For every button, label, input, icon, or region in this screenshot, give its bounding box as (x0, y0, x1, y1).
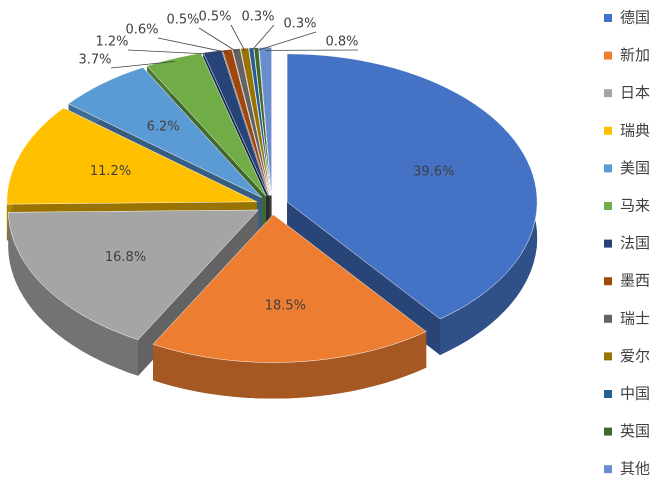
legend-swatch (604, 51, 612, 60)
legend-swatch (604, 352, 612, 361)
legend-label: 瑞典 (620, 121, 650, 139)
slice (222, 48, 270, 196)
slice (68, 67, 262, 198)
leader-line (230, 24, 246, 52)
data-label: 1.2% (95, 35, 128, 50)
leader-line (256, 31, 317, 52)
legend-label: 其他 (620, 460, 650, 478)
legend-label: 日本 (620, 84, 650, 102)
legend-swatch (604, 277, 612, 286)
data-label: 16.8% (105, 250, 146, 265)
legend-swatch (604, 427, 612, 436)
slice (8, 209, 259, 340)
legend-label: 英国 (620, 422, 650, 440)
legend-label: 德国 (620, 9, 650, 27)
legend-swatch (604, 465, 612, 474)
slice (202, 50, 269, 196)
leader-line (198, 27, 238, 53)
data-label: 0.6% (125, 23, 158, 38)
legend-label: 中国 (620, 385, 650, 403)
data-label: 0.3% (241, 10, 274, 25)
slice (286, 53, 538, 320)
data-label: 0.5% (166, 13, 199, 28)
leader-line (157, 37, 229, 53)
data-label: 0.5% (198, 10, 231, 25)
slice-side (153, 331, 427, 399)
legend-label: 法国 (620, 234, 650, 252)
legend-swatch (604, 239, 612, 248)
legend-label: 墨西 (620, 272, 650, 290)
legend-swatch (604, 202, 612, 210)
leader-line (127, 49, 214, 55)
data-label: 11.2% (90, 164, 131, 179)
slice (152, 214, 427, 363)
slice (258, 47, 272, 196)
data-label: 18.5% (265, 299, 306, 314)
legend-swatch (604, 89, 612, 98)
slice (232, 48, 271, 196)
legend-swatch (604, 164, 612, 173)
leader-line (110, 60, 176, 69)
slice (253, 47, 272, 196)
leader-line (251, 24, 275, 52)
legend-swatch (604, 314, 612, 323)
legend-label: 瑞士 (620, 309, 650, 327)
slice (6, 107, 258, 205)
legend-label: 美国 (620, 159, 650, 177)
legend-label: 新加 (620, 46, 650, 64)
legend-label: 马来 (620, 197, 650, 215)
legend-swatch (604, 126, 612, 135)
legend-swatch (604, 390, 612, 398)
slice-side (8, 212, 139, 376)
data-label: 6.2% (147, 119, 180, 134)
data-label: 0.8% (325, 35, 358, 50)
legend-swatch (604, 14, 612, 22)
data-label: 3.7% (78, 53, 111, 68)
legend-label: 爱尔 (620, 347, 650, 365)
slice (240, 47, 271, 196)
data-label: 0.3% (283, 17, 316, 32)
data-label: 39.6% (413, 165, 454, 180)
slice (248, 47, 271, 196)
